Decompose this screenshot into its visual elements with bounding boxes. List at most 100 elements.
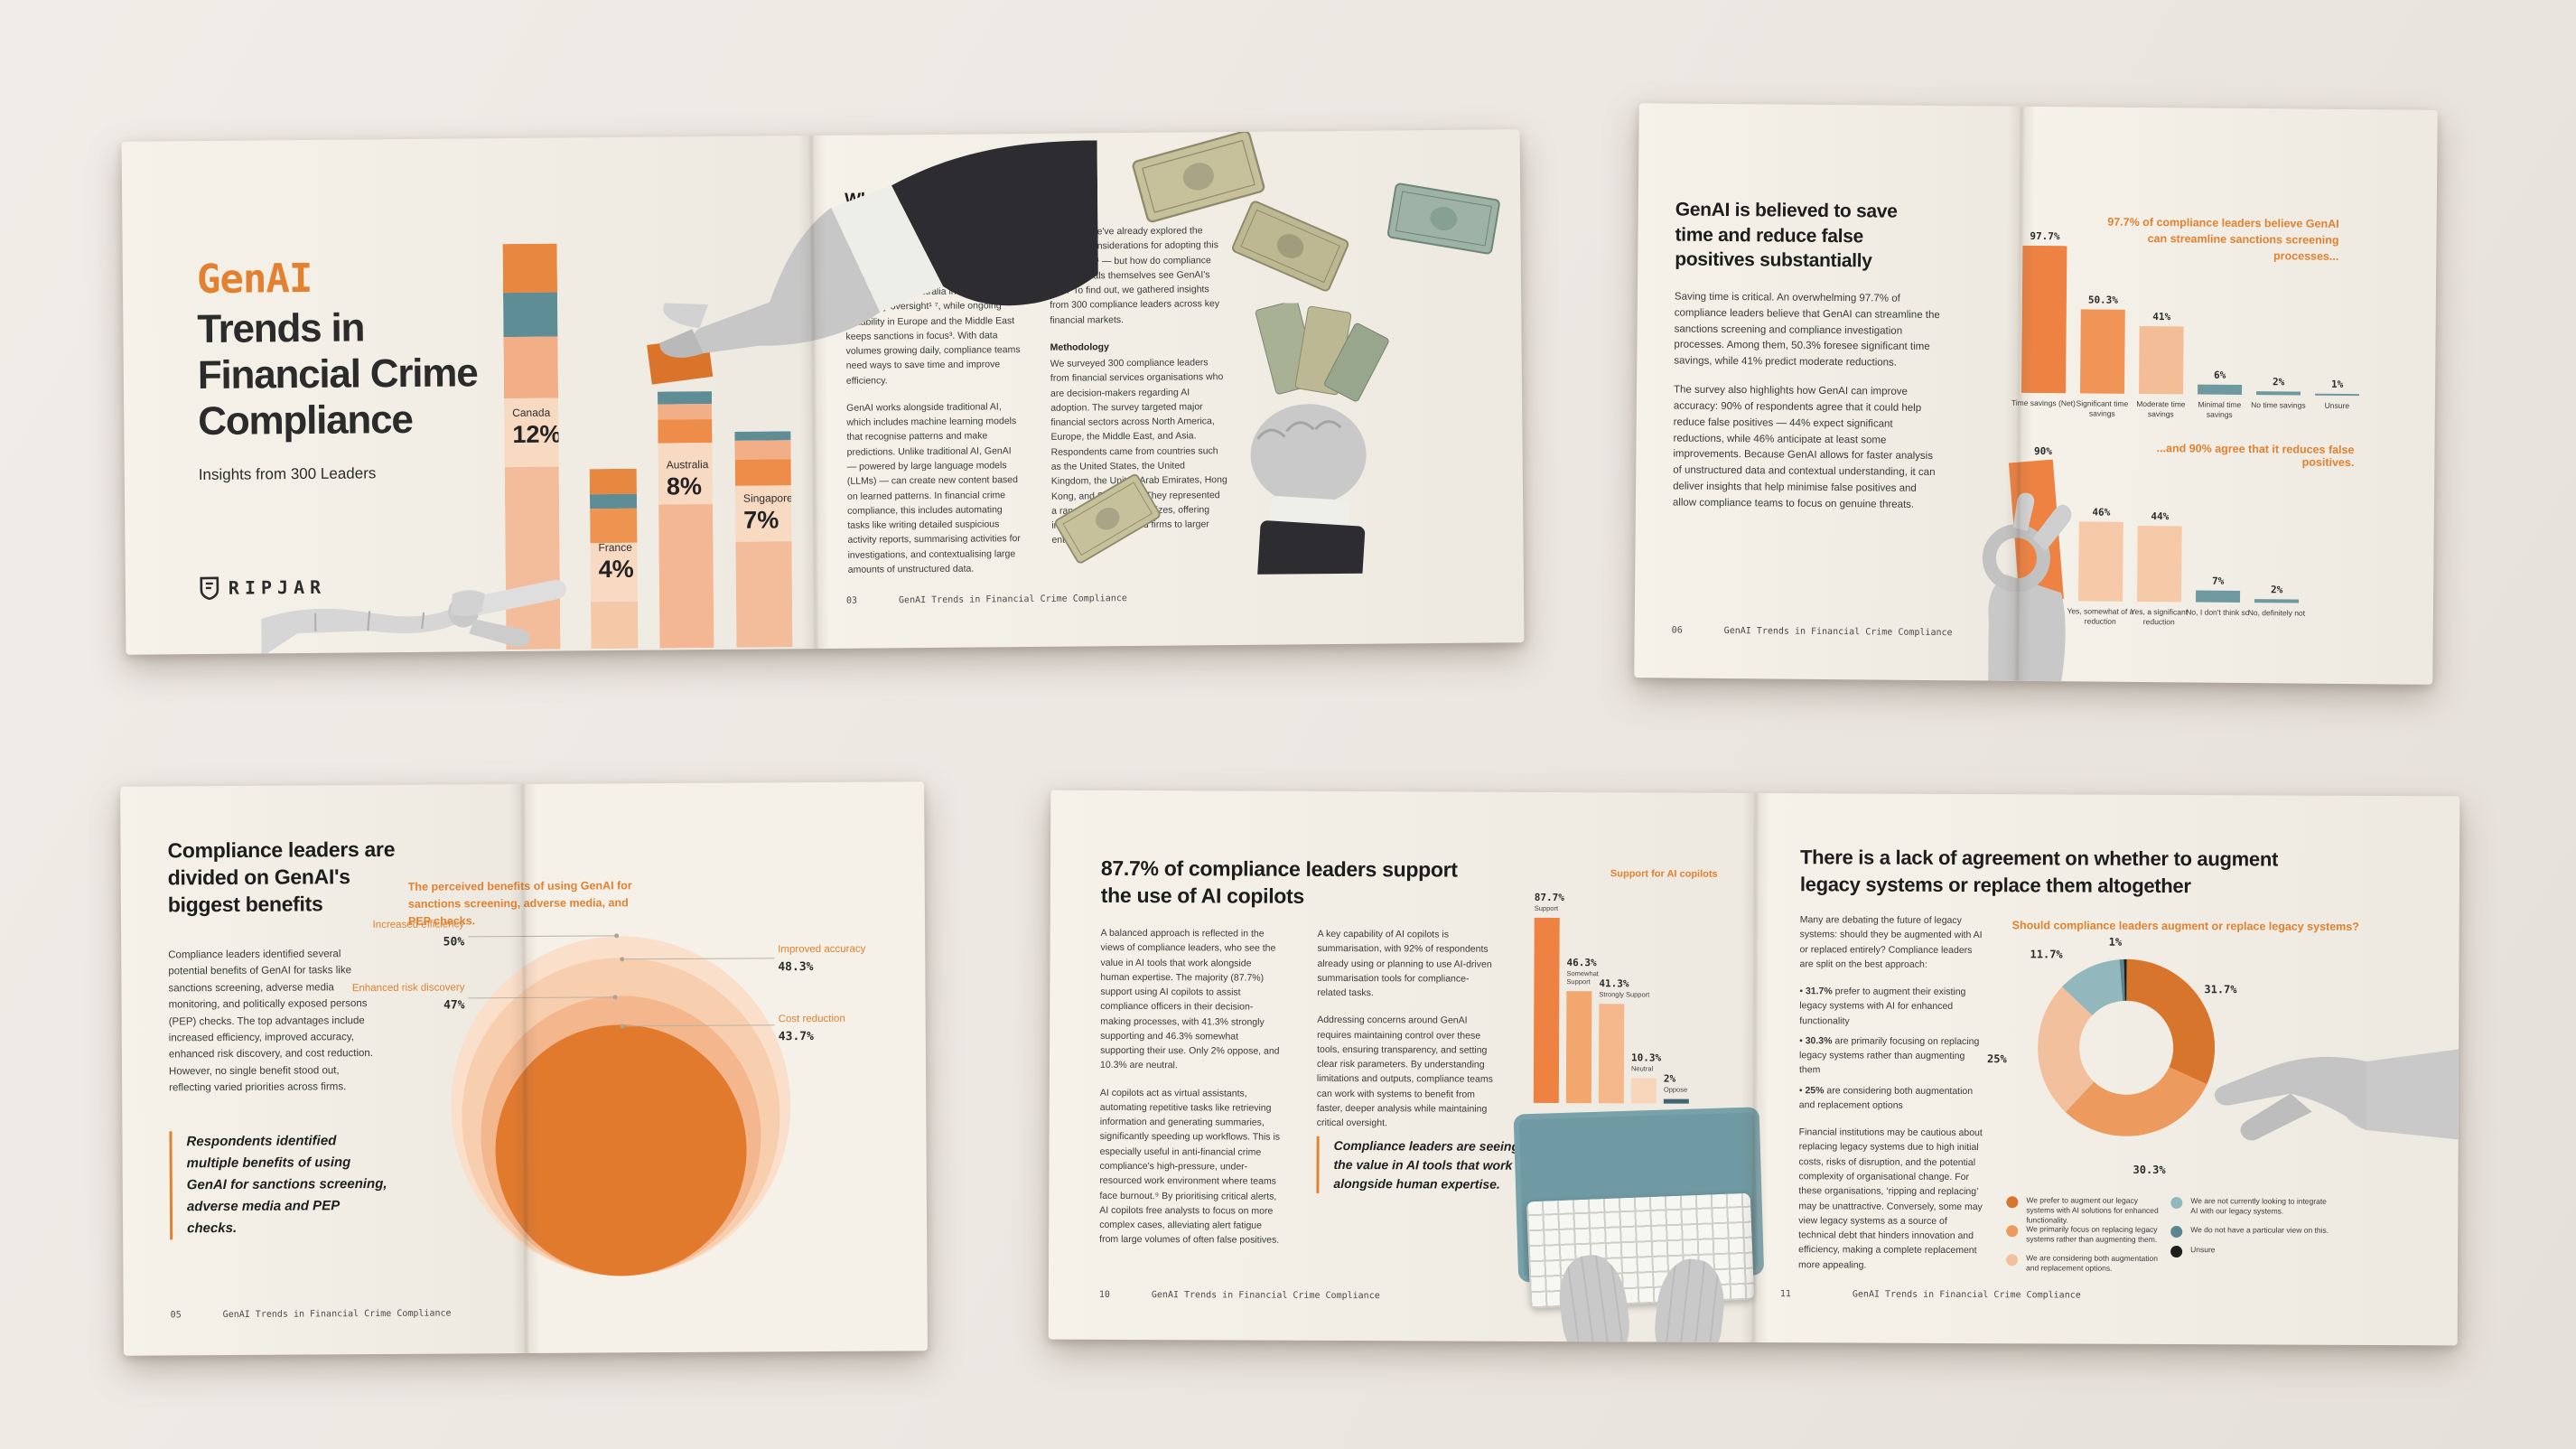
bar-Unsure: 1% Unsure xyxy=(2314,233,2361,410)
cover-bar-France: France 4% xyxy=(589,468,639,650)
cover-title-line: Financial Crime xyxy=(197,351,478,398)
copilot-support-bar-chart: 87.7% Support 46.3% Somewhat Support 41.3% St… xyxy=(1533,892,1690,1104)
legend-dot xyxy=(2006,1225,2019,1238)
legend-item: We are considering both augmentation and… xyxy=(2006,1253,2164,1274)
legend-item: We prefer to augment our legacy systems … xyxy=(2006,1195,2164,1226)
page-number: 06 xyxy=(1671,625,1683,636)
body-column-2: A key capability of AI copilots is summa… xyxy=(1317,927,1498,1144)
legend-dot xyxy=(2006,1254,2019,1267)
page-heading: There is a lack of agreement on whether … xyxy=(1799,846,2279,897)
bar-Strongly Support: 41.3% Strongly Support xyxy=(1598,892,1649,1104)
methodology-heading: Methodology xyxy=(1050,341,1109,353)
time-savings-bar-chart: 97.7% Time savings (Net) 50.3% Significant … xyxy=(2011,230,2361,419)
cover-spread: Canada 12% France 4% Australia 8% Singapore 7% … xyxy=(121,129,1525,655)
page-11: There is a lack of agreement on whether … xyxy=(1752,793,2460,1346)
ring-Cost reduction xyxy=(494,1024,748,1277)
bullet-item: • 31.7% prefer to augment their existing… xyxy=(1799,986,1966,1027)
keyboard-hands-illustration xyxy=(1505,1107,1777,1346)
paragraph: At Ripjar, we've already explored the pr… xyxy=(1049,225,1220,326)
cover-title-accent: GenAI xyxy=(196,255,313,304)
bar-Neutral: 10.3% Neutral xyxy=(1630,892,1661,1104)
money-bill-teal-icon xyxy=(1386,182,1500,255)
footer-title: GenAI Trends in Financial Crime Complian… xyxy=(1151,1290,1380,1302)
body-column-1: Generative AI (GenAI) arrives at a criti… xyxy=(845,225,1024,590)
left-hand-illustration xyxy=(1554,1250,1635,1346)
donut-label: 11.7% xyxy=(2030,948,2063,961)
page-footer: 10 GenAI Trends in Financial Crime Compl… xyxy=(1099,1290,1380,1301)
callout-dot xyxy=(620,1024,625,1029)
page-footer: 11 GenAI Trends in Financial Crime Compl… xyxy=(1780,1289,2081,1300)
bullet-item: • 25% are considering both augmentation … xyxy=(1798,1084,1974,1111)
paragraph: Many are debating the future of legacy s… xyxy=(1799,914,1983,970)
benefits-spread: Compliance leaders are divided on GenAI'… xyxy=(120,781,928,1356)
legend-dot xyxy=(2170,1226,2183,1239)
bullet-pct: 31.7% xyxy=(1805,986,1833,997)
bar-Yes, a significant reduction: 44% Yes, a significant reduction xyxy=(2130,510,2189,627)
page-number: 10 xyxy=(1098,1289,1110,1300)
bullet-pct: 25% xyxy=(1805,1084,1825,1096)
legend-item: We do not have a particular view on this… xyxy=(2170,1225,2329,1239)
legend-dot xyxy=(2170,1246,2183,1258)
keyboard-illustration xyxy=(1526,1192,1755,1309)
footer-title: GenAI Trends in Financial Crime Complian… xyxy=(1723,625,1953,639)
bullet-pct: 30.3% xyxy=(1805,1035,1833,1047)
page-number: 11 xyxy=(1779,1289,1791,1300)
page-heading: Why GenAI matters now xyxy=(845,188,1037,210)
body-column: Saving time is critical. An overwhelming… xyxy=(1673,290,1941,527)
fist-holding-money-illustration xyxy=(1250,302,1389,575)
cover-bar-Australia: Australia 8% xyxy=(657,391,714,649)
body-column: Many are debating the future of legacy s… xyxy=(1798,912,1985,1285)
footer-title: GenAI Trends in Financial Crime Complian… xyxy=(1852,1289,2081,1301)
cover-title-line: Trends in xyxy=(197,305,365,352)
page-heading: 87.7% of compliance leaders support the … xyxy=(1100,855,1458,908)
bar-No time savings: 2% No time savings xyxy=(2251,376,2306,410)
paragraph: AI copilots act as virtual assistants, a… xyxy=(1099,1087,1281,1247)
charts-page: 97.7% of compliance leaders believe GenA… xyxy=(2008,106,2438,685)
bar-No, definitely not: 2% No, definitely not xyxy=(2247,584,2306,618)
paragraph: A balanced approach is reflected in the … xyxy=(1099,927,1280,1071)
bar-Moderate time savings: 41% Moderate time savings xyxy=(2136,311,2186,419)
paragraph: Addressing concerns around GenAI require… xyxy=(1316,1014,1493,1129)
bullet-item: • 30.3% are primarily focusing on replac… xyxy=(1798,1035,1980,1076)
page-heading: GenAI is believed to save time and reduc… xyxy=(1675,199,1898,272)
body-column-1: A balanced approach is reflected in the … xyxy=(1099,926,1282,1260)
page-10: 87.7% of compliance leaders support the … xyxy=(1048,790,1765,1346)
bullet-text: are considering both augmentation and re… xyxy=(1798,1084,1974,1111)
legend-item: We are not currently looking to integrat… xyxy=(2170,1196,2329,1217)
rings-chart-area: The perceived benefits of using GenAI fo… xyxy=(120,781,928,1355)
legend-item: Unsure xyxy=(2170,1245,2329,1258)
chart-title: Should compliance leaders augment or rep… xyxy=(2011,919,2359,933)
ripjar-shield-icon xyxy=(200,576,219,601)
paragraph: Financial institutions may be cautious a… xyxy=(1798,1126,1983,1271)
bar-Significant time savings: 50.3% Significant time savings xyxy=(2076,294,2129,418)
footer-title: GenAI Trends in Financial Crime Complian… xyxy=(898,594,1127,606)
page-03: Why GenAI matters now Generative AI (Gen… xyxy=(810,129,1525,650)
cover-title: GenAI Trends in Financial Crime Complian… xyxy=(197,254,560,485)
bar-Minimal time savings: 6% Minimal time savings xyxy=(2198,369,2243,419)
bar-Somewhat Support: 46.3% Somewhat Support xyxy=(1565,892,1599,1104)
paragraph: A key capability of AI copilots is summa… xyxy=(1317,928,1492,999)
cover-subtitle: Insights from 300 Leaders xyxy=(198,464,377,484)
donut-label: 30.3% xyxy=(2133,1163,2166,1176)
ring-label: Enhanced risk discovery 47% xyxy=(351,982,465,1013)
paragraph: Saving time is critical. An overwhelming… xyxy=(1674,291,1940,369)
bar-Yes, somewhat of a reduction: 46% Yes, somewhat of a reduction xyxy=(2067,506,2134,626)
bar-Yes (Net): 90% Yes (Net) xyxy=(2008,445,2065,615)
money-bill-icon xyxy=(1232,201,1349,292)
page-06: GenAI is believed to save time and reduc… xyxy=(1634,103,2021,681)
right-hand-illustration xyxy=(1650,1256,1730,1346)
donut-label: 1% xyxy=(2108,935,2123,949)
ripjar-wordmark: RIPJAR xyxy=(228,575,327,599)
laptop-illustration xyxy=(1513,1107,1765,1283)
callout-dot xyxy=(620,957,625,962)
paragraph: Generative AI (GenAI) arrives at a criti… xyxy=(845,227,1021,387)
donut-label: 25% xyxy=(1987,1052,2007,1066)
legend-dot xyxy=(2006,1196,2019,1209)
false-positives-bar-chart: 90% Yes (Net) 46% Yes, somewhat of a reduct… xyxy=(2008,445,2306,627)
benefit-rings-chart xyxy=(120,781,928,1355)
paragraph: The survey also highlights how GenAI can… xyxy=(1672,384,1936,510)
bar-Support: 87.7% Support xyxy=(1533,892,1564,1104)
legacy-donut-chart xyxy=(2038,958,2216,1136)
page-footer: 03 GenAI Trends in Financial Crime Compl… xyxy=(846,594,1127,606)
ring-label: Increased efficiency 50% xyxy=(372,919,465,949)
